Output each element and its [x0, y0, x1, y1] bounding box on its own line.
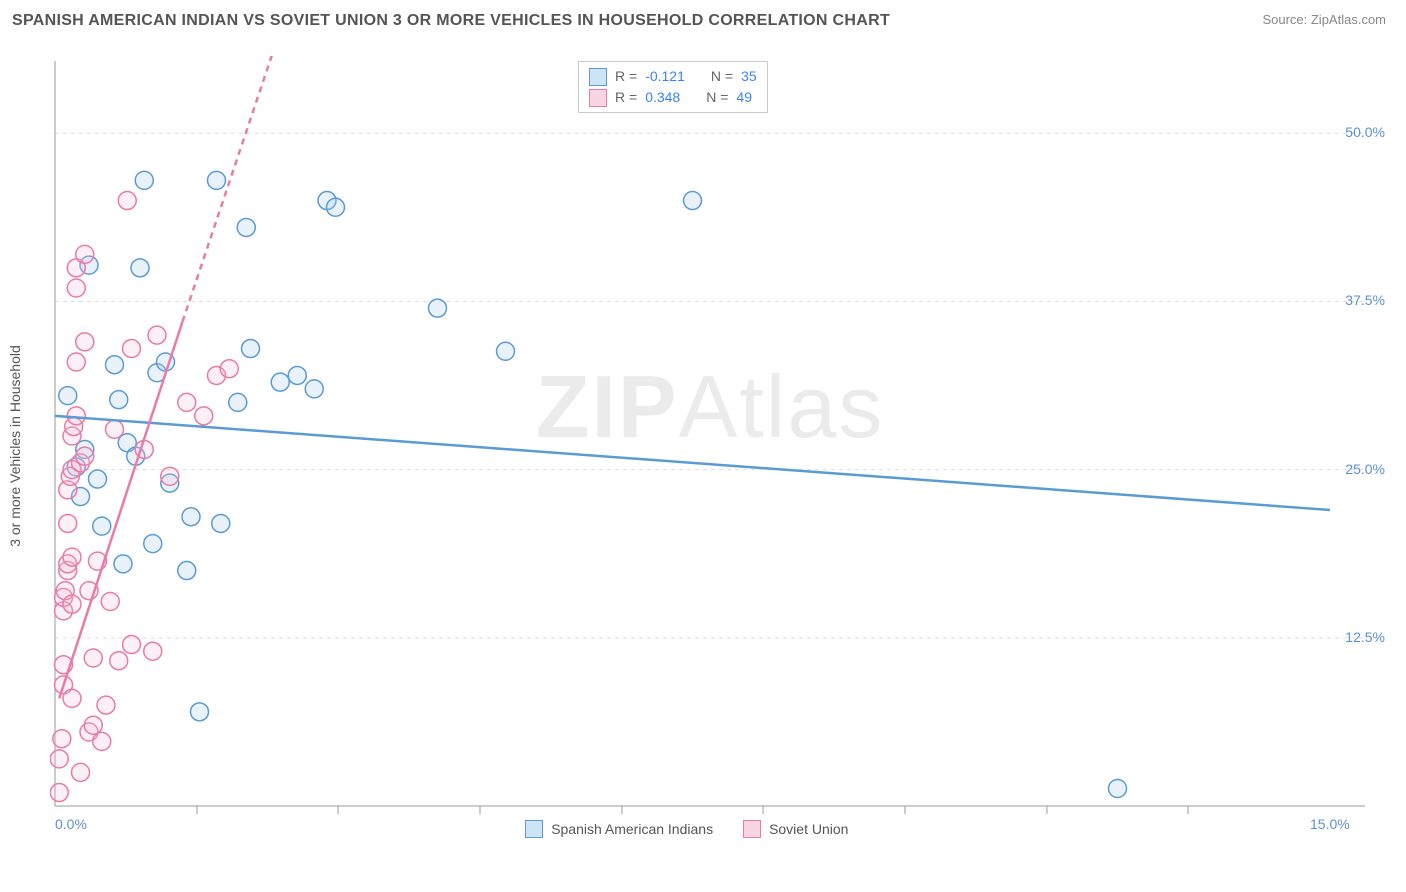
- r-label: R =: [615, 87, 637, 108]
- n-label: N =: [711, 66, 733, 87]
- chart-title: SPANISH AMERICAN INDIAN VS SOVIET UNION …: [12, 12, 890, 30]
- legend-swatch: [589, 68, 607, 86]
- y-tick-label: 50.0%: [1345, 124, 1385, 140]
- legend-corr-row: R = -0.121 N = 35: [589, 66, 757, 87]
- chart-area: 3 or more Vehicles in Household ZIPAtlas…: [50, 56, 1370, 836]
- legend-series: Spanish American Indians Soviet Union: [525, 820, 848, 838]
- legend-correlation: R = -0.121 N = 35 R = 0.348 N = 49: [578, 61, 768, 113]
- legend-corr-row: R = 0.348 N = 49: [589, 87, 757, 108]
- legend-series-label: Spanish American Indians: [551, 821, 713, 837]
- legend-series-label: Soviet Union: [769, 821, 848, 837]
- legend-series-item: Soviet Union: [743, 820, 848, 838]
- r-value: 0.348: [645, 87, 680, 108]
- legend-swatch: [743, 820, 761, 838]
- x-tick-label: 15.0%: [1310, 816, 1350, 832]
- n-value: 49: [736, 87, 752, 108]
- legend-swatch: [589, 89, 607, 107]
- r-label: R =: [615, 66, 637, 87]
- x-tick-label: 0.0%: [55, 816, 87, 832]
- r-value: -0.121: [645, 66, 685, 87]
- y-tick-label: 37.5%: [1345, 292, 1385, 308]
- scatter-plot: [50, 56, 1370, 836]
- source-label: Source: ZipAtlas.com: [1262, 12, 1386, 27]
- legend-swatch: [525, 820, 543, 838]
- n-value: 35: [741, 66, 757, 87]
- y-axis-label: 3 or more Vehicles in Household: [7, 345, 23, 547]
- y-tick-label: 12.5%: [1345, 629, 1385, 645]
- legend-series-item: Spanish American Indians: [525, 820, 713, 838]
- y-tick-label: 25.0%: [1345, 461, 1385, 477]
- n-label: N =: [706, 87, 728, 108]
